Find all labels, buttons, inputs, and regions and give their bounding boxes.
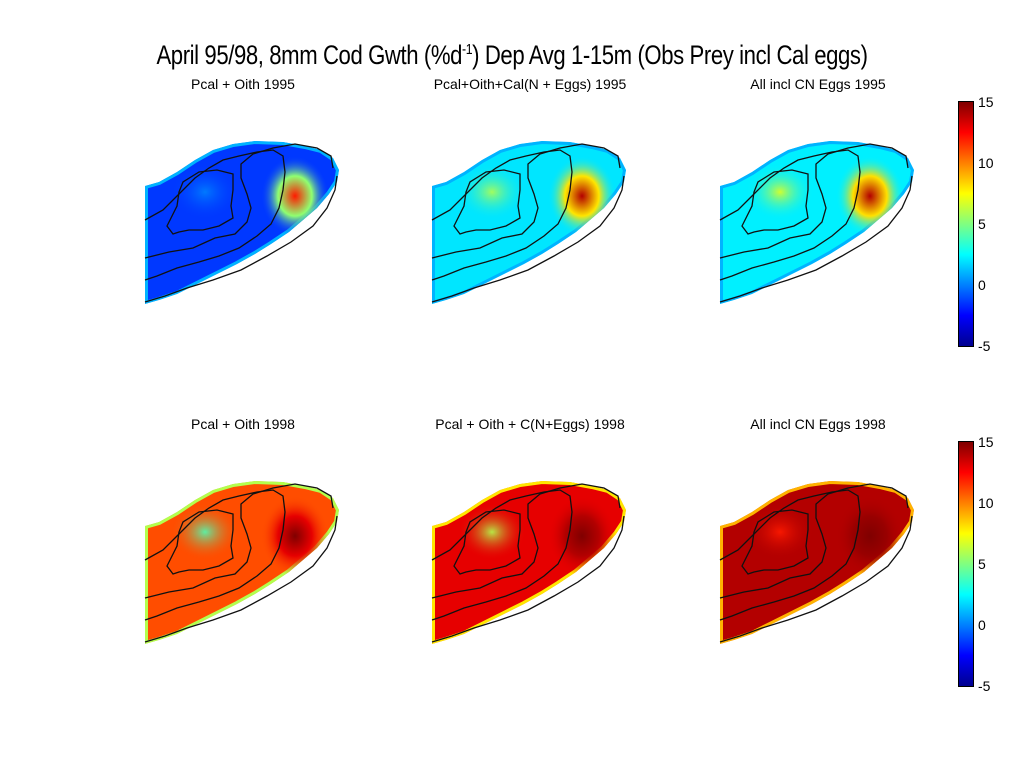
colorbar-top-tick-15: 15 xyxy=(978,94,994,110)
panel-title-6: All incl CN Eggs 1998 xyxy=(750,416,886,432)
colorbar-top-tick-10: 10 xyxy=(978,155,994,171)
heatmap-panel-2 xyxy=(430,138,630,308)
depth-contour-2 xyxy=(741,509,809,575)
panel-title-2: Pcal+Oith+Cal(N + Eggs) 1995 xyxy=(433,76,627,92)
colorbar-top-tick-0: 0 xyxy=(978,277,986,293)
depth-contour-2 xyxy=(166,509,234,575)
depth-contour-3 xyxy=(144,143,334,259)
depth-contour-4 xyxy=(144,175,338,303)
panel-title-1: Pcal + Oith 1995 xyxy=(191,76,295,92)
colorbar-bottom xyxy=(958,441,974,687)
depth-contour-1 xyxy=(144,489,286,621)
panel-title-5: Pcal + Oith + C(N+Eggs) 1998 xyxy=(435,416,625,432)
ridge-region xyxy=(458,504,526,560)
panel-title-4: Pcal + Oith 1998 xyxy=(191,416,295,432)
depth-contour-4 xyxy=(144,515,338,643)
colorbar-bottom-tick-neg5: -5 xyxy=(978,678,991,694)
depth-contour-4 xyxy=(431,175,625,303)
colorbar-bottom-tick-15: 15 xyxy=(978,434,994,450)
colorbar-bottom-tick-5: 5 xyxy=(978,556,986,572)
colorbar-bottom-tick-10: 10 xyxy=(978,495,994,511)
depth-contour-3 xyxy=(144,483,334,599)
depth-contour-3 xyxy=(431,483,621,599)
colorbar-top-tick-neg5: -5 xyxy=(978,338,991,354)
depth-contour-1 xyxy=(431,149,573,281)
ridge-region xyxy=(458,164,526,220)
heatmap-panel-4 xyxy=(143,478,343,648)
depth-contour-2 xyxy=(453,169,521,235)
panel-title-3: All incl CN Eggs 1995 xyxy=(750,76,886,92)
depth-contour-2 xyxy=(166,169,234,235)
ridge-region xyxy=(171,164,239,220)
depth-contour-2 xyxy=(741,169,809,235)
ridge-region xyxy=(171,504,239,560)
depth-contour-3 xyxy=(719,483,909,599)
depth-contour-3 xyxy=(431,143,621,259)
depth-contour-2 xyxy=(453,509,521,575)
depth-contour-1 xyxy=(719,489,861,621)
heatmap-panel-6 xyxy=(718,478,918,648)
ridge-region xyxy=(746,504,814,560)
ridge-region xyxy=(746,164,814,220)
colorbar-bottom-tick-0: 0 xyxy=(978,617,986,633)
depth-contour-4 xyxy=(431,515,625,643)
depth-contour-1 xyxy=(719,149,861,281)
bank-rim xyxy=(432,481,626,644)
figure-title: April 95/98, 8mm Cod Gwth (%d-1) Dep Avg… xyxy=(156,40,868,70)
depth-contour-4 xyxy=(719,515,913,643)
colorbar-top xyxy=(958,101,974,347)
depth-contour-1 xyxy=(431,489,573,621)
colorbar-top-tick-5: 5 xyxy=(978,216,986,232)
depth-contour-4 xyxy=(719,175,913,303)
heatmap-panel-5 xyxy=(430,478,630,648)
heatmap-panel-1 xyxy=(143,138,343,308)
depth-contour-3 xyxy=(719,143,909,259)
heatmap-panel-3 xyxy=(718,138,918,308)
depth-contour-1 xyxy=(144,149,286,281)
